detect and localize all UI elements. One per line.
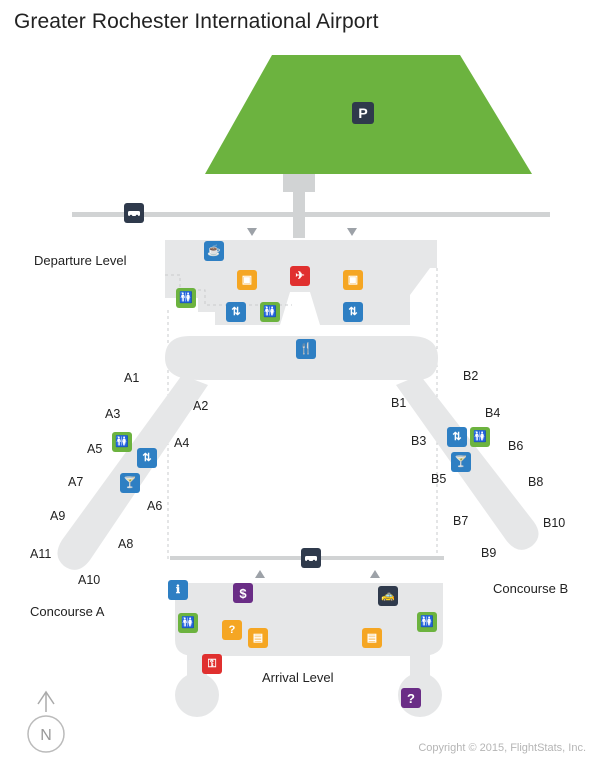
gate-label: A7 — [68, 475, 84, 489]
car-icon[interactable] — [301, 548, 321, 568]
gate-label: B9 — [481, 546, 497, 560]
restroom-icon[interactable]: 🚻 — [112, 432, 132, 452]
arrival-level-label: Arrival Level — [262, 670, 334, 685]
compass: N — [24, 690, 68, 754]
gate-label: A3 — [105, 407, 121, 421]
parking-walkway — [283, 174, 315, 192]
dining-icon[interactable]: 🍴 — [296, 339, 316, 359]
help-desk-icon[interactable]: ? — [401, 688, 421, 708]
gate-label: A11 — [30, 547, 52, 561]
gate-label: B10 — [543, 516, 566, 530]
copyright-text: Copyright © 2015, FlightStats, Inc. — [418, 742, 586, 754]
arrow-icon — [347, 228, 357, 236]
concourse-b-label: Concourse B — [493, 581, 569, 596]
restroom-icon[interactable]: 🚻 — [260, 302, 280, 322]
shop-icon[interactable]: ▣ — [343, 270, 363, 290]
baggage-icon[interactable]: ▤ — [362, 628, 382, 648]
car-rental-icon[interactable]: ⚿ — [202, 654, 222, 674]
arrow-icon — [247, 228, 257, 236]
cocktail-icon[interactable]: 🍸 — [451, 452, 471, 472]
car-icon-glyph — [305, 556, 317, 563]
arrow-icon — [255, 570, 265, 578]
gate-label: A6 — [147, 499, 163, 513]
gate-label: B2 — [463, 369, 479, 383]
currency-exchange-icon[interactable]: $ — [233, 583, 253, 603]
map-title: Greater Rochester International Airport — [14, 10, 379, 33]
arrival-terminal — [175, 583, 443, 656]
gate-label: B7 — [453, 514, 469, 528]
baggage-pod-left — [175, 673, 219, 717]
gate-label: A5 — [87, 442, 103, 456]
restroom-icon[interactable]: 🚻 — [178, 613, 198, 633]
coffee-icon[interactable]: ☕ — [204, 241, 224, 261]
parking-icon[interactable]: P — [352, 102, 374, 124]
gate-label: B6 — [508, 439, 524, 453]
compass-letter: N — [40, 727, 52, 744]
baggage-icon[interactable]: ▤ — [248, 628, 268, 648]
gate-label: B8 — [528, 475, 544, 489]
restroom-icon[interactable]: 🚻 — [417, 612, 437, 632]
elevator-icon[interactable]: ⇅ — [447, 427, 467, 447]
arrow-icon — [370, 570, 380, 578]
car-icon-glyph — [128, 211, 140, 218]
information-icon[interactable]: ℹ — [168, 580, 188, 600]
gate-label: A1 — [124, 371, 140, 385]
gate-label: B4 — [485, 406, 501, 420]
concourse-a-label: Concourse A — [30, 604, 105, 619]
baggage-pod-right-link — [410, 654, 430, 676]
departure-road — [72, 212, 550, 217]
elevator-icon[interactable]: ⇅ — [226, 302, 246, 322]
car-icon[interactable] — [124, 203, 144, 223]
departure-level-label: Departure Level — [34, 253, 127, 268]
gate-label: B3 — [411, 434, 427, 448]
gate-label: B5 — [431, 472, 447, 486]
gate-label: A4 — [174, 436, 190, 450]
shop-icon[interactable]: ▣ — [237, 270, 257, 290]
gate-label: A8 — [118, 537, 134, 551]
gate-label: A9 — [50, 509, 66, 523]
gate-label: B1 — [391, 396, 407, 410]
gate-label: A2 — [193, 399, 209, 413]
lost-found-icon[interactable]: ? — [222, 620, 242, 640]
compass-icon: N — [27, 690, 65, 753]
concourse-a — [57, 375, 208, 570]
cocktail-icon[interactable]: 🍸 — [120, 473, 140, 493]
taxi-icon[interactable]: 🚕 — [378, 586, 398, 606]
gate-label: A10 — [78, 573, 101, 587]
elevator-icon[interactable]: ⇅ — [137, 448, 157, 468]
elevator-icon[interactable]: ⇅ — [343, 302, 363, 322]
restroom-icon[interactable]: 🚻 — [470, 427, 490, 447]
ticketing-icon[interactable]: ✈ — [290, 266, 310, 286]
restroom-icon[interactable]: 🚻 — [176, 288, 196, 308]
